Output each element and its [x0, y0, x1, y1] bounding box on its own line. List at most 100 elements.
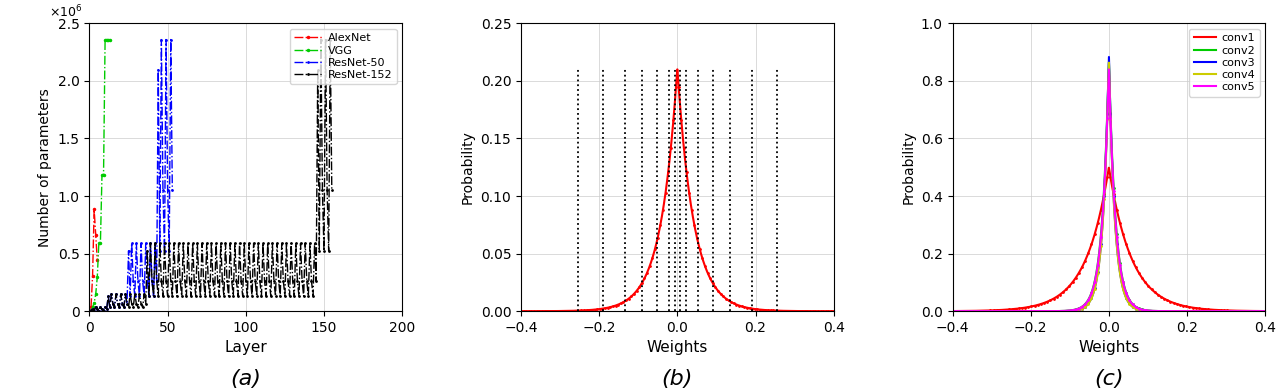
conv5: [1249, 309, 1264, 314]
ResNet-152: [299, 279, 314, 283]
AlexNet: [84, 273, 100, 278]
ResNet-50: [138, 241, 153, 245]
Line: conv5: conv5: [952, 69, 1265, 311]
Y-axis label: Probability: Probability: [461, 130, 475, 204]
VGG: [97, 37, 112, 42]
VGG: [89, 275, 105, 280]
Text: (a): (a): [230, 369, 261, 389]
Legend: conv1, conv2, conv3, conv4, conv5: conv1, conv2, conv3, conv4, conv5: [1190, 29, 1260, 97]
ResNet-50: [137, 294, 152, 298]
conv3: [944, 309, 960, 314]
ResNet-50: [165, 188, 180, 193]
conv5: [1089, 272, 1104, 277]
conv4: [1097, 188, 1112, 193]
ResNet-152: [83, 308, 98, 312]
ResNet-152: [87, 308, 102, 313]
VGG: [87, 300, 102, 305]
Line: ResNet-50: ResNet-50: [89, 38, 174, 312]
conv5: [1191, 309, 1206, 314]
conv4: [961, 309, 976, 314]
ResNet-50: [87, 308, 102, 313]
conv2: [944, 309, 960, 314]
conv4: [1249, 309, 1264, 314]
conv1: [1102, 165, 1117, 170]
ResNet-50: [153, 37, 169, 42]
Y-axis label: Number of parameters: Number of parameters: [38, 88, 52, 247]
AlexNet: [88, 233, 104, 237]
Line: ResNet-152: ResNet-152: [89, 38, 334, 312]
conv4: [1191, 309, 1206, 314]
VGG: [101, 37, 116, 42]
ResNet-50: [132, 294, 147, 298]
Line: conv3: conv3: [952, 57, 1265, 311]
AlexNet: [89, 258, 105, 263]
ResNet-50: [83, 308, 98, 312]
conv5: [1102, 67, 1117, 72]
conv3: [1097, 185, 1112, 190]
VGG: [98, 37, 114, 42]
conv4: [1102, 60, 1117, 65]
Line: VGG: VGG: [89, 37, 112, 313]
conv1: [944, 309, 960, 314]
VGG: [88, 292, 104, 296]
VGG: [91, 241, 106, 245]
conv3: [1102, 54, 1117, 59]
conv3: [1089, 279, 1104, 284]
VGG: [93, 241, 109, 245]
conv1: [1089, 226, 1104, 231]
ResNet-152: [320, 188, 335, 193]
VGG: [102, 37, 118, 42]
ResNet-152: [252, 279, 267, 283]
conv5: [1097, 181, 1112, 186]
VGG: [83, 308, 98, 313]
conv2: [1089, 271, 1104, 276]
conv5: [944, 309, 960, 314]
VGG: [95, 173, 110, 178]
conv3: [1191, 309, 1206, 314]
conv2: [1191, 309, 1206, 314]
Line: conv1: conv1: [952, 168, 1265, 311]
conv1: [1258, 309, 1273, 314]
conv4: [1089, 279, 1104, 284]
X-axis label: Weights: Weights: [647, 340, 708, 356]
VGG: [96, 173, 111, 178]
VGG: [84, 305, 100, 309]
ResNet-50: [107, 305, 123, 310]
conv5: [961, 309, 976, 314]
conv1: [961, 308, 976, 313]
conv3: [1249, 309, 1264, 314]
conv2: [1097, 177, 1112, 182]
conv2: [961, 309, 976, 314]
conv1: [1249, 308, 1264, 313]
conv4: [1258, 309, 1273, 314]
conv3: [1258, 309, 1273, 314]
conv1: [1191, 306, 1206, 311]
conv4: [1249, 309, 1264, 314]
ResNet-152: [313, 37, 328, 42]
conv2: [1249, 309, 1264, 314]
Text: (c): (c): [1094, 369, 1123, 389]
conv2: [1258, 309, 1273, 314]
conv2: [1249, 309, 1264, 314]
ResNet-152: [325, 188, 340, 193]
ResNet-50: [147, 241, 162, 245]
Line: conv2: conv2: [952, 62, 1265, 311]
conv5: [1258, 309, 1273, 314]
Y-axis label: Probability: Probability: [901, 130, 915, 204]
Line: AlexNet: AlexNet: [89, 207, 100, 309]
conv2: [1102, 60, 1117, 65]
Line: conv4: conv4: [952, 63, 1265, 311]
conv5: [1249, 309, 1264, 314]
ResNet-152: [201, 279, 216, 283]
X-axis label: Weights: Weights: [1079, 340, 1140, 356]
conv1: [1249, 308, 1264, 313]
Text: $\times 10^6$: $\times 10^6$: [49, 4, 82, 21]
conv3: [961, 309, 976, 314]
AlexNet: [87, 207, 102, 212]
ResNet-50: [133, 241, 148, 245]
conv3: [1249, 309, 1264, 314]
AlexNet: [83, 305, 98, 310]
conv1: [1097, 190, 1112, 194]
Text: (b): (b): [662, 369, 693, 389]
ResNet-152: [302, 241, 317, 245]
